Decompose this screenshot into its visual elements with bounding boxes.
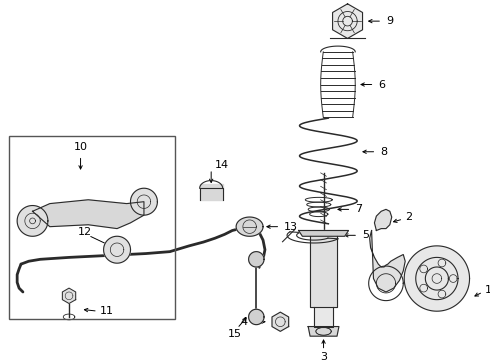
Bar <box>9 136 174 319</box>
Text: 4: 4 <box>241 317 247 327</box>
Polygon shape <box>298 230 348 236</box>
Text: 8: 8 <box>380 147 387 157</box>
Text: 6: 6 <box>378 80 385 90</box>
Polygon shape <box>404 246 469 311</box>
Polygon shape <box>32 200 144 229</box>
Polygon shape <box>62 288 75 303</box>
Polygon shape <box>333 4 363 39</box>
Polygon shape <box>248 309 264 325</box>
Polygon shape <box>236 217 263 236</box>
Text: 1: 1 <box>485 285 490 295</box>
Text: 2: 2 <box>405 212 412 222</box>
Polygon shape <box>248 252 264 267</box>
Polygon shape <box>199 184 222 200</box>
Text: 12: 12 <box>77 228 92 238</box>
Text: 7: 7 <box>355 204 363 214</box>
Text: 3: 3 <box>320 352 327 360</box>
Text: 5: 5 <box>362 230 369 240</box>
Polygon shape <box>130 188 157 215</box>
Polygon shape <box>310 236 337 307</box>
Text: 11: 11 <box>100 306 114 316</box>
Polygon shape <box>272 312 289 331</box>
Text: 15: 15 <box>228 329 242 339</box>
Text: 13: 13 <box>284 222 298 232</box>
Text: 9: 9 <box>386 16 393 26</box>
Polygon shape <box>369 230 405 292</box>
Polygon shape <box>17 206 48 236</box>
Polygon shape <box>103 236 130 263</box>
Polygon shape <box>374 210 392 230</box>
Polygon shape <box>308 327 339 336</box>
Text: 14: 14 <box>215 160 229 170</box>
Text: 10: 10 <box>74 142 88 152</box>
Polygon shape <box>314 307 333 327</box>
